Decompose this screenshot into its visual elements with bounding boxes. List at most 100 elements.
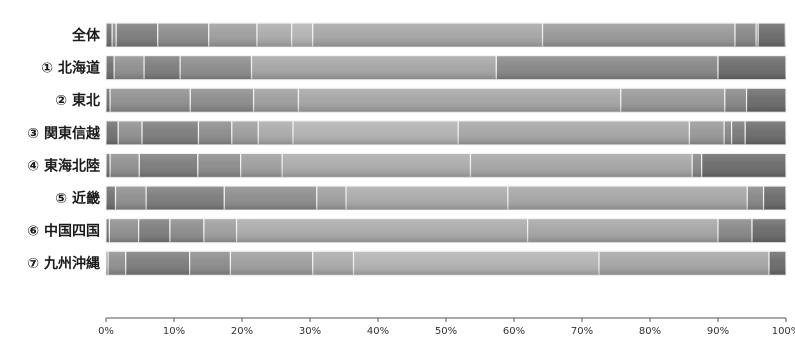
bar-segment bbox=[105, 185, 117, 211]
bar-segment bbox=[724, 87, 748, 113]
x-axis: 0% 10% 20% 30% 40% 50% 60% 70% 80% 90% 100% bbox=[98, 317, 795, 337]
bar-row bbox=[105, 87, 787, 113]
bar-segment bbox=[688, 120, 725, 146]
bar-row bbox=[105, 250, 787, 276]
bar-segment bbox=[235, 218, 529, 244]
x-tick-label: 20% bbox=[231, 326, 253, 337]
bar-segment bbox=[620, 87, 726, 113]
bar-segment bbox=[143, 54, 181, 81]
bar-segment bbox=[231, 120, 259, 146]
bar-segment bbox=[751, 218, 787, 244]
bar-segment bbox=[157, 22, 210, 48]
x-tick-label: 90% bbox=[707, 326, 729, 337]
bar-segment bbox=[189, 250, 232, 276]
bar-segment bbox=[281, 152, 472, 178]
bar-segment bbox=[291, 22, 314, 48]
x-tick-label: 50% bbox=[435, 326, 457, 337]
bar-row bbox=[105, 120, 787, 146]
bar-segment bbox=[316, 185, 347, 211]
bar-segment bbox=[138, 218, 171, 244]
category-label: ⑦ 九州沖縄 bbox=[27, 255, 100, 272]
bar-segment bbox=[457, 120, 691, 146]
bar-segment bbox=[312, 22, 544, 48]
category-label: ⑤ 近畿 bbox=[55, 190, 100, 207]
bar-row bbox=[105, 152, 787, 178]
x-tick-label: 70% bbox=[571, 326, 593, 337]
bar-segment bbox=[757, 22, 786, 48]
bar-segment bbox=[526, 218, 719, 244]
bar-segment bbox=[169, 218, 205, 244]
bar-segment bbox=[125, 250, 191, 276]
bar-segment bbox=[113, 54, 145, 81]
bar-segment bbox=[345, 185, 509, 211]
bar-segment bbox=[469, 152, 693, 178]
bar-segment bbox=[229, 250, 314, 276]
bar-row bbox=[105, 54, 787, 81]
bar-segment bbox=[541, 22, 736, 48]
bar-segment bbox=[114, 185, 147, 211]
bar-segment bbox=[138, 152, 199, 178]
bar-segment bbox=[223, 185, 318, 211]
bar-row bbox=[105, 185, 787, 211]
bar-segment bbox=[105, 152, 111, 178]
bar-row bbox=[105, 22, 786, 48]
bars-group bbox=[105, 22, 787, 276]
bar-segment bbox=[717, 54, 787, 81]
bar-segment bbox=[105, 54, 115, 81]
bar-segment bbox=[252, 87, 300, 113]
category-label: ① 北海道 bbox=[41, 60, 100, 77]
x-tick-label: 10% bbox=[163, 326, 185, 337]
bar-segment bbox=[105, 87, 111, 113]
x-tick-label: 40% bbox=[367, 326, 389, 337]
bar-segment bbox=[745, 87, 787, 113]
bar-segment bbox=[312, 250, 355, 276]
bar-segment bbox=[105, 22, 113, 48]
x-tick-label: 100% bbox=[772, 326, 795, 337]
bar-segment bbox=[109, 152, 140, 178]
bar-row bbox=[105, 218, 787, 244]
category-label: ③ 関東信越 bbox=[27, 125, 101, 142]
bar-segment bbox=[746, 185, 765, 211]
x-tick-label: 60% bbox=[503, 326, 525, 337]
bar-segment bbox=[240, 152, 283, 178]
category-label: ⑥ 中国四国 bbox=[27, 223, 100, 240]
bar-segment bbox=[197, 152, 242, 178]
bar-segment bbox=[744, 120, 787, 146]
bar-segment bbox=[145, 185, 225, 211]
bar-segment bbox=[179, 54, 253, 81]
bar-segment bbox=[117, 120, 143, 146]
bar-segment bbox=[256, 22, 293, 48]
bar-segment bbox=[352, 250, 600, 276]
bar-segment bbox=[111, 22, 117, 48]
bar-segment bbox=[495, 54, 719, 81]
bar-segment bbox=[762, 185, 787, 211]
bar-segment bbox=[189, 87, 255, 113]
x-tick-label: 0% bbox=[98, 326, 114, 337]
bar-segment bbox=[105, 120, 119, 146]
bar-segment bbox=[115, 22, 159, 48]
bar-segment bbox=[109, 87, 191, 113]
bar-segment bbox=[203, 218, 238, 244]
bar-segment bbox=[717, 218, 753, 244]
bar-segment bbox=[107, 250, 127, 276]
bar-segment bbox=[250, 54, 497, 81]
bar-segment bbox=[730, 120, 746, 146]
bar-segment bbox=[507, 185, 748, 211]
category-label: ② 東北 bbox=[55, 92, 100, 109]
bar-segment bbox=[701, 152, 787, 178]
bar-segment bbox=[598, 250, 770, 276]
category-label: ④ 東海北陸 bbox=[27, 157, 100, 174]
x-tick-label: 30% bbox=[299, 326, 321, 337]
bar-segment bbox=[768, 250, 787, 276]
bar-segment bbox=[141, 120, 200, 146]
bar-segment bbox=[197, 120, 233, 146]
bar-segment bbox=[691, 152, 703, 178]
bar-segment bbox=[257, 120, 294, 146]
bar-segment bbox=[297, 87, 622, 113]
bar-segment bbox=[734, 22, 757, 48]
bar-segment bbox=[723, 120, 733, 146]
bar-segment bbox=[208, 22, 258, 48]
bar-segment bbox=[292, 120, 459, 146]
x-tick-label: 80% bbox=[639, 326, 661, 337]
